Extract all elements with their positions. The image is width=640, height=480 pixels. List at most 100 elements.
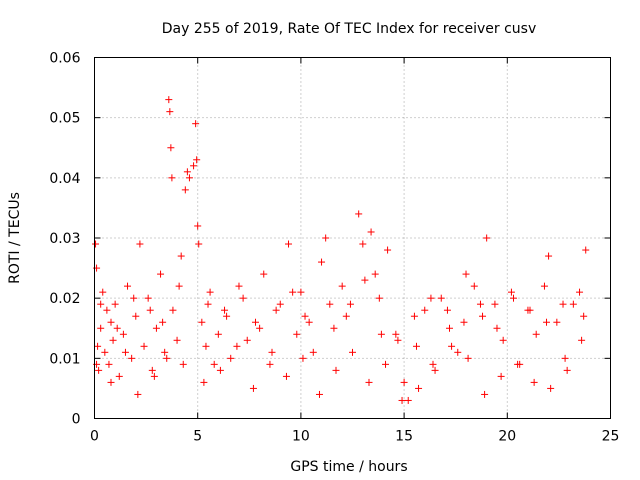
data-point <box>97 300 105 308</box>
y-tick-label: 0.05 <box>49 111 80 127</box>
data-point <box>124 282 132 290</box>
data-point <box>249 384 257 392</box>
data-point <box>105 360 113 368</box>
data-point <box>214 330 222 338</box>
data-point <box>392 330 400 338</box>
data-point <box>398 396 406 404</box>
data-point <box>260 270 268 278</box>
data-point <box>464 354 472 362</box>
data-point <box>421 306 429 314</box>
data-point <box>359 240 367 248</box>
data-point <box>235 282 243 290</box>
data-point <box>94 342 102 350</box>
data-point <box>543 318 551 326</box>
data-point <box>309 348 317 356</box>
data-point <box>305 318 313 326</box>
data-point <box>216 366 224 374</box>
data-point <box>349 348 356 356</box>
data-point <box>377 330 385 338</box>
data-point <box>514 360 522 368</box>
data-point <box>113 324 121 332</box>
y-tick-label: 0.03 <box>49 231 80 247</box>
data-point <box>159 318 167 326</box>
x-tick-label: 10 <box>292 429 310 445</box>
data-point <box>297 288 305 296</box>
data-point <box>134 390 142 398</box>
data-point <box>540 282 548 290</box>
data-point <box>103 306 111 314</box>
data-point <box>107 318 115 326</box>
data-point <box>481 390 489 398</box>
data-point <box>144 294 152 302</box>
axis-ticks: 0 5 10 15 20 25 0 0.01 0.02 0.03 0.04 0.05 0.06 <box>49 51 619 445</box>
data-point <box>181 186 189 194</box>
data-point <box>367 228 375 236</box>
data-point <box>206 288 214 296</box>
data-point <box>346 300 354 308</box>
data-point <box>462 270 470 278</box>
data-point <box>578 336 586 344</box>
data-point <box>338 282 346 290</box>
data-point <box>148 366 156 374</box>
data-point <box>318 258 326 266</box>
x-tick-label: 5 <box>193 429 202 445</box>
data-point <box>115 372 123 380</box>
data-point <box>361 276 369 284</box>
data-point <box>121 348 129 356</box>
data-point <box>429 360 437 368</box>
data-point <box>175 282 183 290</box>
data-point <box>272 306 280 314</box>
data-point <box>285 240 293 248</box>
data-point <box>268 348 276 356</box>
y-tick-label: 0.01 <box>49 351 80 367</box>
y-axis-label: ROTI / TECUs <box>7 192 23 284</box>
data-point <box>559 300 567 308</box>
data-point <box>526 306 534 314</box>
data-point <box>161 348 169 356</box>
data-point <box>479 312 487 320</box>
data-point <box>315 390 323 398</box>
data-point <box>233 342 241 350</box>
data-point <box>177 252 185 260</box>
data-point <box>132 312 140 320</box>
chart-title: Day 255 of 2019, Rate Of TEC Index for r… <box>162 21 537 37</box>
y-tick-label: 0 <box>72 412 81 428</box>
data-point <box>483 234 491 242</box>
data-point <box>195 240 203 248</box>
data-point <box>410 312 418 320</box>
data-point <box>200 378 208 386</box>
data-point <box>431 366 439 374</box>
data-point <box>166 108 174 116</box>
data-point <box>163 354 171 362</box>
data-point <box>173 336 181 344</box>
data-point <box>119 330 127 338</box>
data-point <box>185 174 193 182</box>
data-point <box>561 354 569 362</box>
data-point <box>107 378 115 386</box>
data-point <box>150 372 158 380</box>
data-point <box>193 156 201 164</box>
data-point <box>221 306 229 314</box>
data-point <box>223 312 231 320</box>
y-tick-label: 0.06 <box>49 51 80 67</box>
data-point <box>580 312 588 320</box>
x-axis-label: GPS time / hours <box>290 459 407 475</box>
data-point <box>101 348 109 356</box>
data-point <box>569 300 577 308</box>
data-point <box>168 174 176 182</box>
x-tick-label: 15 <box>395 429 413 445</box>
data-point <box>282 372 290 380</box>
data-point <box>157 270 165 278</box>
data-point <box>563 366 571 374</box>
data-point <box>443 306 451 314</box>
data-point <box>167 144 175 152</box>
data-point <box>322 234 330 242</box>
data-point <box>460 318 468 326</box>
x-tick-label: 25 <box>602 429 620 445</box>
data-point <box>128 354 136 362</box>
data-point <box>183 168 191 176</box>
data-point <box>365 378 373 386</box>
data-point <box>293 330 301 338</box>
y-tick-label: 0.02 <box>49 291 80 307</box>
data-point <box>375 294 383 302</box>
